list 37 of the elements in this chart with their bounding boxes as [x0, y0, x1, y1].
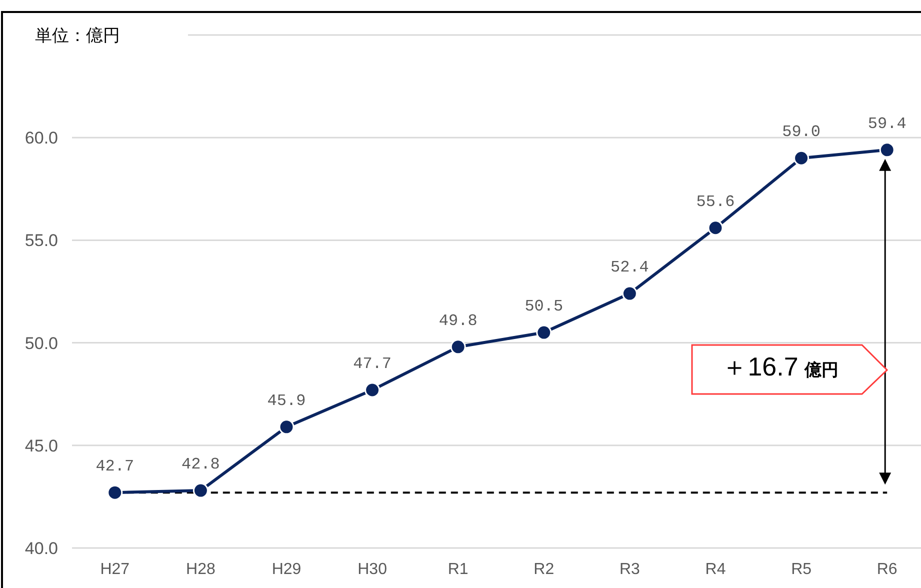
text: 42.7	[96, 458, 134, 476]
point	[364, 382, 380, 398]
x-tick-label: H29	[272, 561, 302, 578]
text: 50.5	[524, 298, 564, 316]
annotation: ＋16.7 億円	[722, 352, 838, 382]
y-tick-label: 40.0	[24, 538, 58, 558]
x-tick-label: H27	[100, 561, 130, 578]
x-tick-label: R2	[534, 561, 554, 578]
x-tick-label: R6	[876, 561, 898, 578]
point	[794, 150, 810, 166]
point	[107, 484, 123, 500]
point	[278, 419, 294, 435]
x-tick-label: R1	[448, 561, 468, 578]
x-tick-label: R5	[791, 561, 812, 578]
text: 55.6	[696, 192, 735, 211]
text: 59.4	[868, 114, 906, 133]
point	[450, 339, 466, 355]
text: 49.8	[438, 312, 478, 330]
point	[879, 142, 895, 158]
y-tick-label: 60.0	[24, 128, 58, 148]
point	[536, 324, 552, 340]
text: 52.4	[610, 258, 649, 277]
text: 47.7	[353, 354, 392, 373]
x-tick-label: R4	[705, 561, 726, 578]
y-axis-title: 単位：億円	[35, 26, 120, 45]
x-tick-label: H30	[358, 561, 388, 578]
point	[708, 220, 724, 236]
text: 59.0	[782, 123, 821, 142]
x-tick-label: R3	[619, 561, 640, 578]
text: 42.8	[181, 456, 220, 474]
y-tick-label: 50.0	[24, 334, 58, 353]
point	[192, 482, 208, 498]
y-tick-label: 55.0	[24, 231, 58, 250]
point	[622, 286, 638, 302]
text: 45.9	[267, 392, 306, 410]
x-tick-label: H28	[186, 561, 216, 578]
y-tick-label: 45.0	[24, 436, 58, 456]
